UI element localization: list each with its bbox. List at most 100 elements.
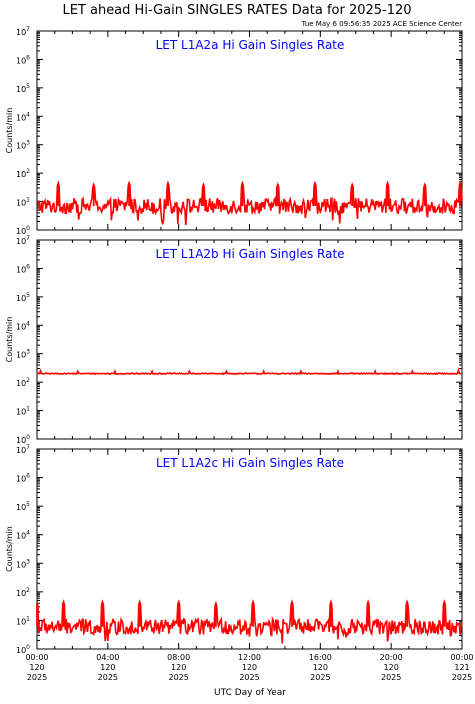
y-tick-label: 104 [16,530,30,541]
y-tick-label: 107 [16,26,30,37]
y-tick-exponent: 7 [26,444,30,451]
y-tick-label: 106 [16,54,30,65]
x-tick-label-year: 2025 [381,673,401,682]
y-tick-base: 10 [16,379,26,388]
y-tick-exponent: 0 [26,644,30,651]
y-tick-exponent: 3 [26,349,30,356]
y-tick-label: 101 [16,406,30,417]
panel-1: LET L1A2a Hi Gain Singles Rate Counts/min… [5,26,463,236]
y-tick-exponent: 1 [26,406,30,413]
panel-title: LET L1A2b Hi Gain Singles Rate [155,247,344,261]
y-tick-label: 105 [16,83,30,94]
y-tick-label: 103 [16,349,30,360]
y-tick-base: 10 [16,408,26,417]
y-tick-base: 10 [16,475,26,484]
y-tick-exponent: 2 [26,168,30,175]
y-tick-label: 104 [16,111,30,122]
series-line [36,367,462,376]
y-tick-exponent: 5 [26,83,30,90]
plot-frame [36,30,463,231]
y-tick-base: 10 [16,532,26,541]
y-tick-exponent: 6 [26,263,30,270]
x-tick-label-year: 2025 [239,673,259,682]
y-tick-exponent: 4 [26,530,30,537]
series-line [36,180,463,225]
y-tick-base: 10 [16,351,26,360]
y-tick-base: 10 [16,560,26,569]
y-tick-exponent: 3 [26,140,30,147]
y-tick-base: 10 [16,28,26,37]
y-tick-exponent: 2 [26,377,30,384]
x-tick-label-year: 2025 [98,673,118,682]
y-tick-base: 10 [16,436,26,445]
y-axis-label: Counts/min [5,526,14,572]
series-line [36,599,463,644]
y-tick-base: 10 [16,294,26,303]
y-tick-base: 10 [16,56,26,65]
y-tick-base: 10 [16,265,26,274]
y-tick-label: 101 [16,197,30,208]
x-tick-label-doy: 121 [454,663,469,672]
x-tick-label-doy: 120 [100,663,115,672]
y-tick-label: 107 [16,235,30,246]
y-tick-label: 102 [16,377,30,388]
y-tick-base: 10 [16,503,26,512]
y-tick-base: 10 [16,589,26,598]
y-tick-label: 105 [16,292,30,303]
y-tick-exponent: 0 [26,434,30,441]
y-tick-label: 102 [16,168,30,179]
y-tick-label: 104 [16,320,30,331]
x-tick-label-time: 00:00 [25,653,48,662]
y-tick-exponent: 5 [26,292,30,299]
panel-title: LET L1A2a Hi Gain Singles Rate [156,38,345,52]
y-axis-label: Counts/min [5,108,14,154]
x-tick-label-year: 2025 [452,673,472,682]
x-tick-label-doy: 120 [171,663,186,672]
x-tick-label-time: 04:00 [96,653,119,662]
y-tick-label: 100 [16,644,30,655]
panel-title: LET L1A2c Hi Gain Singles Rate [156,456,344,470]
plot-frame [36,239,463,440]
x-tick-label-time: 16:00 [309,653,332,662]
y-tick-exponent: 4 [26,320,30,327]
y-tick-exponent: 0 [26,225,30,232]
y-tick-label: 100 [16,434,30,445]
y-tick-exponent: 3 [26,558,30,565]
x-tick-label-doy: 120 [29,663,44,672]
y-tick-label: 101 [16,615,30,626]
y-tick-base: 10 [16,646,26,655]
y-tick-base: 10 [16,237,26,246]
y-tick-base: 10 [16,113,26,122]
y-tick-exponent: 6 [26,473,30,480]
y-tick-label: 102 [16,587,30,598]
x-tick-label-doy: 120 [242,663,257,672]
panel-3: LET L1A2c Hi Gain Singles Rate Counts/min… [5,444,474,682]
y-tick-exponent: 1 [26,615,30,622]
y-tick-base: 10 [16,227,26,236]
y-tick-base: 10 [16,170,26,179]
panels: LET L1A2a Hi Gain Singles Rate Counts/min… [5,26,474,682]
y-tick-label: 103 [16,558,30,569]
y-axis-label: Counts/min [5,317,14,363]
x-tick-label-doy: 120 [313,663,328,672]
y-tick-base: 10 [16,617,26,626]
y-tick-label: 103 [16,140,30,151]
figure-title: LET ahead Hi-Gain SINGLES RATES Data for… [62,3,411,18]
y-tick-exponent: 2 [26,587,30,594]
x-tick-label-time: 20:00 [380,653,403,662]
y-tick-exponent: 4 [26,111,30,118]
x-tick-label-time: 00:00 [450,653,473,662]
y-tick-exponent: 7 [26,26,30,33]
timestamp: Tue May 6 09:56:35 2025 ACE Science Cent… [301,20,463,28]
y-tick-label: 107 [16,444,30,455]
y-tick-base: 10 [16,85,26,94]
x-axis-label: UTC Day of Year [214,688,286,698]
x-tick-label-year: 2025 [310,673,330,682]
y-tick-label: 100 [16,225,30,236]
x-tick-label-doy: 120 [384,663,399,672]
x-tick-label-time: 12:00 [238,653,261,662]
y-tick-base: 10 [16,322,26,331]
x-tick-label-year: 2025 [27,673,47,682]
